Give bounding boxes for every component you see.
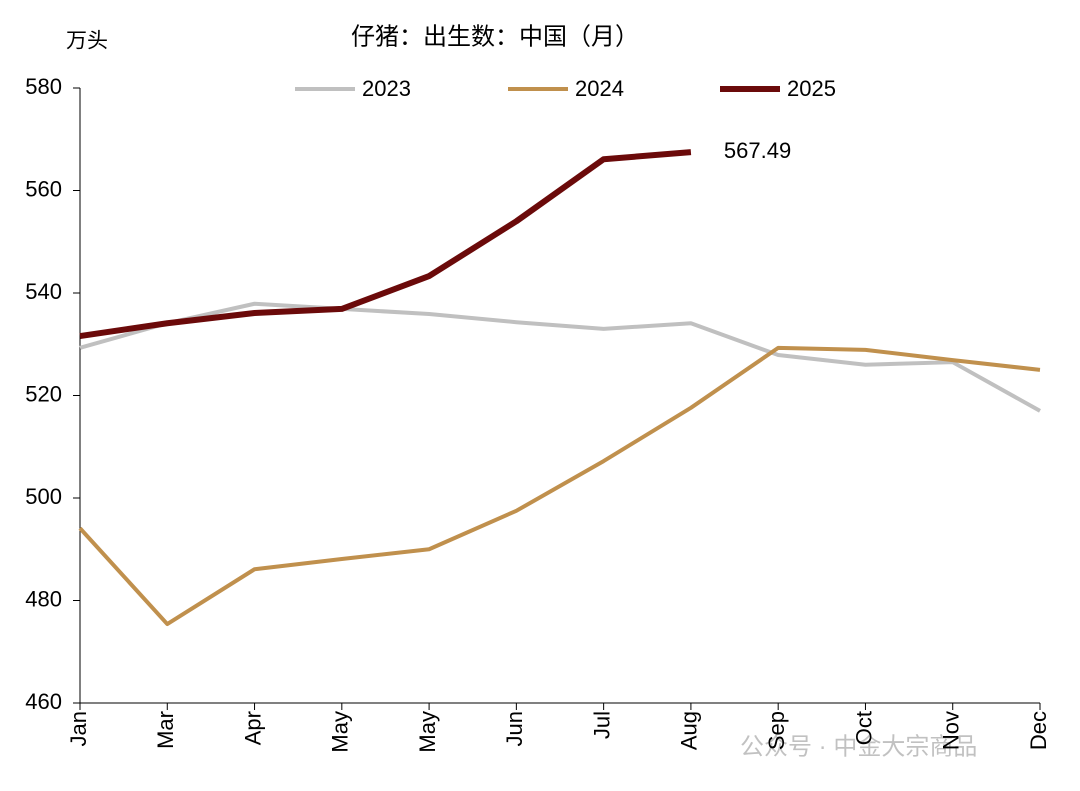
y-axis-label: 万头 bbox=[66, 30, 108, 53]
series-line bbox=[78, 345, 1041, 627]
chart-title: 仔猪：出生数：中国（月） bbox=[351, 23, 639, 50]
series-line bbox=[79, 149, 692, 340]
y-tick-label: 560 bbox=[25, 176, 62, 201]
x-tick-label: Mar bbox=[153, 711, 178, 749]
series-line bbox=[79, 301, 1041, 413]
x-tick-label: Jun bbox=[502, 711, 527, 746]
y-tick-label: 460 bbox=[25, 689, 62, 714]
x-tick-label: May bbox=[415, 711, 440, 753]
legend-label: 2025 bbox=[787, 76, 836, 101]
x-tick-label: Oct bbox=[851, 711, 876, 745]
watermark: 公众号 · 中金大宗商品 bbox=[740, 733, 977, 760]
x-tick-label: Nov bbox=[939, 711, 964, 750]
x-tick-label: Apr bbox=[240, 711, 265, 745]
data-label: 567.49 bbox=[724, 138, 791, 163]
legend-label: 2024 bbox=[575, 76, 624, 101]
y-tick-label: 500 bbox=[25, 484, 62, 509]
x-tick-label: Sep bbox=[764, 711, 789, 750]
x-tick-label: May bbox=[328, 711, 353, 753]
legend-label: 2023 bbox=[362, 76, 411, 101]
y-tick-label: 580 bbox=[25, 74, 62, 99]
y-tick-label: 480 bbox=[25, 586, 62, 611]
x-tick-label: Jul bbox=[589, 711, 614, 739]
y-tick-label: 540 bbox=[25, 279, 62, 304]
y-tick-label: 520 bbox=[25, 381, 62, 406]
x-tick-label: Jan bbox=[66, 711, 91, 746]
x-tick-label: Aug bbox=[677, 711, 702, 750]
x-tick-label: Dec bbox=[1026, 711, 1051, 750]
